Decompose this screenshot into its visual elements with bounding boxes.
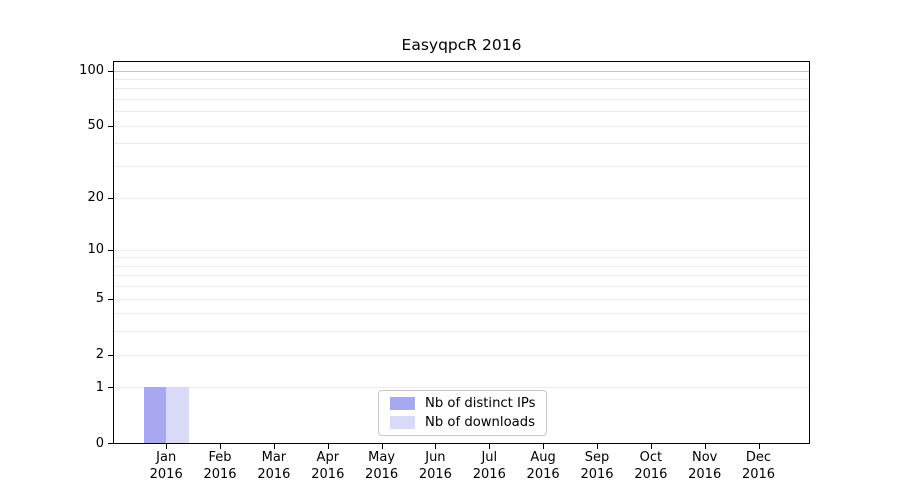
y-tick-mark-10	[108, 249, 113, 251]
plot-area-border	[112, 60, 810, 444]
x-tick-label-may: May 2016	[365, 450, 399, 482]
minor-gridline-40	[113, 143, 809, 145]
x-tick-label-jan: Jan 2016	[149, 450, 183, 482]
legend-label: Nb of distinct IPs	[425, 395, 536, 411]
x-tick-mark-feb	[220, 443, 221, 449]
minor-gridline-9	[113, 257, 809, 259]
minor-gridline-3	[113, 331, 809, 333]
y-tick-label-1: 1	[95, 379, 104, 395]
major-gridline-10	[113, 249, 809, 251]
y-tick-mark-5	[108, 298, 113, 300]
y-tick-mark-1	[108, 387, 113, 389]
minor-gridline-7	[113, 275, 809, 277]
minor-gridline-30	[113, 166, 809, 167]
major-gridline-1	[113, 387, 809, 389]
y-tick-mark-20	[108, 197, 113, 199]
legend-swatch-icon	[390, 397, 415, 410]
x-tick-label-apr: Apr 2016	[311, 450, 345, 482]
y-tick-label-10: 10	[87, 242, 104, 258]
x-tick-mark-mar	[273, 443, 275, 449]
major-gridline-5	[113, 298, 809, 300]
chart-legend: Nb of distinct IPs Nb of downloads	[378, 390, 547, 436]
x-tick-mark-jan	[166, 443, 168, 449]
x-tick-mark-aug	[543, 443, 545, 449]
x-tick-mark-nov	[704, 443, 706, 449]
major-gridline-20	[113, 197, 809, 199]
x-tick-mark-dec	[758, 443, 760, 449]
y-tick-mark-50	[108, 125, 113, 127]
minor-gridline-60	[113, 111, 809, 113]
y-tick-label-100: 100	[79, 63, 104, 79]
legend-label: Nb of downloads	[425, 414, 535, 430]
y-tick-label-50: 50	[87, 118, 104, 134]
minor-gridline-80	[113, 88, 809, 90]
x-tick-mark-apr	[327, 443, 329, 449]
y-tick-label-2: 2	[95, 347, 104, 363]
bar-nb-of-downloads-jan	[166, 387, 189, 444]
x-tick-label-nov: Nov 2016	[688, 450, 722, 482]
major-gridline-100	[113, 70, 809, 72]
x-tick-mark-jun	[435, 443, 437, 449]
x-tick-label-oct: Oct 2016	[634, 450, 668, 482]
bar-nb-of-distinct-ips-jan	[143, 387, 167, 444]
x-tick-mark-sep	[597, 443, 598, 449]
x-tick-mark-oct	[650, 443, 652, 449]
y-tick-label-20: 20	[87, 190, 104, 205]
x-tick-label-dec: Dec 2016	[741, 450, 776, 482]
x-tick-label-jun: Jun 2016	[418, 450, 452, 482]
minor-gridline-4	[113, 313, 809, 315]
x-tick-label-feb: Feb 2016	[203, 450, 237, 482]
legend-row: Nb of distinct IPs	[390, 396, 546, 411]
minor-gridline-90	[113, 79, 809, 80]
x-tick-mark-jul	[489, 443, 491, 449]
y-tick-label-5: 5	[95, 291, 104, 307]
legend-swatch-icon	[390, 416, 415, 429]
x-tick-mark-may	[381, 443, 383, 449]
y-tick-mark-0	[108, 443, 113, 445]
chart-title: EasyqpcR 2016	[401, 36, 522, 54]
y-tick-mark-2	[108, 354, 113, 356]
x-tick-label-jul: Jul 2016	[472, 450, 506, 482]
minor-gridline-8	[113, 265, 809, 267]
y-tick-label-0: 0	[95, 435, 104, 451]
x-tick-label-aug: Aug 2016	[526, 450, 560, 482]
major-gridline-50	[113, 125, 809, 127]
minor-gridline-6	[113, 286, 809, 288]
x-tick-label-mar: Mar 2016	[257, 450, 291, 482]
legend-row: Nb of downloads	[390, 415, 546, 430]
x-tick-label-sep: Sep 2016	[580, 450, 614, 482]
minor-gridline-70	[113, 99, 809, 101]
major-gridline-2	[113, 354, 809, 356]
y-tick-mark-100	[108, 70, 113, 72]
